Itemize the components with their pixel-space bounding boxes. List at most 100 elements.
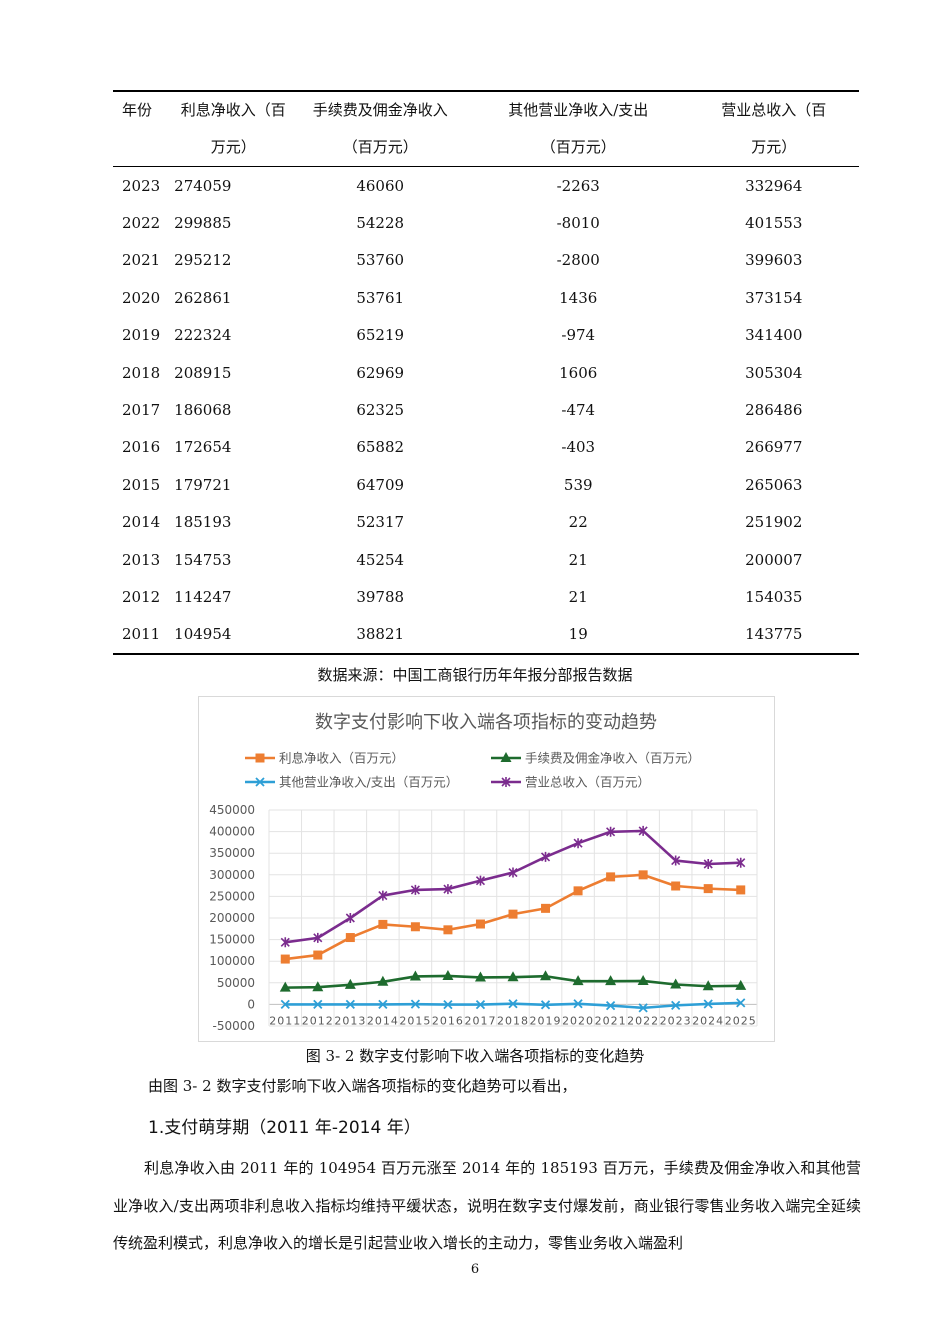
table-cell-other: -474 [561, 401, 596, 420]
table-cell-total: 373154 [745, 288, 803, 307]
data-point [637, 974, 649, 985]
x-tick-label: 2013 [334, 1014, 366, 1027]
table-row: 2015 179721 64709 539 265063 [113, 466, 859, 503]
table-cell-interest: 172654 [174, 438, 232, 457]
table-cell-total: 251902 [745, 513, 803, 532]
x-tick-label: 2016 [432, 1014, 464, 1027]
data-point [313, 950, 323, 960]
section-heading: 1.支付萌芽期（2011 年-2014 年） [148, 1118, 421, 1138]
table-row: 2016 172654 65882 -403 266977 [113, 429, 859, 466]
table-cell-fee: 62325 [356, 401, 405, 420]
header-other: 其他营业净收入/支出 （百万元） [508, 101, 649, 156]
table-cell-year: 2014 [122, 513, 161, 532]
data-point [378, 999, 388, 1010]
x-tick-label: 2012 [302, 1014, 334, 1027]
data-point [702, 980, 714, 991]
x-tick-label: 2018 [497, 1014, 529, 1027]
data-point [255, 777, 265, 787]
series-2 [280, 998, 746, 1013]
y-tick-label: 150000 [209, 933, 255, 947]
x-tick-label: 2024 [692, 1014, 724, 1027]
table-cell-total: 200007 [745, 550, 803, 569]
table-cell-fee: 64709 [356, 475, 405, 494]
data-point [474, 971, 486, 982]
y-tick-label: 100000 [209, 954, 255, 968]
table-cell-interest: 262861 [174, 288, 232, 307]
table-cell-year: 2018 [122, 363, 161, 382]
data-point [313, 999, 323, 1010]
table-cell-year: 2017 [122, 401, 161, 420]
table-row: 2023 274059 46060 -2263 332964 [113, 167, 859, 205]
table-cell-other: 539 [563, 475, 593, 494]
y-tick-label: -50000 [212, 1019, 255, 1033]
data-point [638, 825, 648, 836]
table-cell-fee: 46060 [356, 176, 405, 195]
table-cell-other: 21 [568, 550, 588, 569]
data-point [735, 979, 747, 990]
series-3 [280, 825, 746, 948]
legend-label: 手续费及佣金净收入（百万元） [525, 751, 700, 766]
data-point [573, 838, 583, 849]
table-cell-year: 2013 [122, 550, 161, 569]
series-0 [280, 870, 746, 964]
y-tick-label: 350000 [209, 846, 255, 860]
table-cell-total: 399603 [745, 251, 803, 270]
data-point [671, 881, 681, 891]
table-row: 2017 186068 62325 -474 286486 [113, 391, 859, 428]
table-header-row: 年份 利息净收入（百 万元） 手续费及佣金净收入 （百万元） 其他营业净收入/支出（… [113, 91, 859, 167]
data-point [605, 975, 617, 986]
data-point [606, 872, 616, 882]
legend-label: 其他营业净收入/支出（百万元） [279, 775, 458, 790]
data-point [475, 875, 486, 886]
data-point [280, 954, 290, 964]
data-point [409, 970, 421, 981]
table-cell-interest: 295212 [174, 251, 232, 270]
series-1 [279, 969, 747, 992]
table-cell-total: 266977 [745, 438, 803, 457]
legend-label: 营业总收入（百万元） [525, 775, 650, 790]
x-tick-label: 2014 [367, 1014, 399, 1027]
data-point [280, 937, 290, 948]
data-point [540, 1000, 551, 1010]
x-axis: 2011 2012 2013 2014 2015 2016 2017 2018 2019 2020… [269, 1014, 755, 1027]
legend-label: 利息净收入（百万元） [279, 751, 404, 766]
table-cell-interest: 185193 [174, 513, 232, 532]
data-point [443, 884, 453, 895]
data-point [255, 753, 265, 763]
data-point [344, 978, 356, 989]
data-point [443, 999, 453, 1010]
legend-item: 手续费及佣金净收入（百万元） [491, 751, 700, 766]
table-cell-other: -2263 [556, 176, 600, 195]
legend-item: 利息净收入（百万元） [245, 751, 404, 766]
data-point [507, 971, 519, 982]
y-tick-label: 300000 [209, 868, 255, 882]
table-cell-other: -974 [561, 326, 596, 345]
legend-item: 其他营业净收入/支出（百万元） [245, 775, 458, 790]
x-tick-label: 2021 [595, 1014, 627, 1027]
data-point [345, 933, 355, 943]
table-row: 2018 208915 62969 1606 305304 [113, 354, 859, 391]
table-cell-interest: 274059 [174, 176, 232, 195]
data-point [475, 999, 486, 1010]
data-point [345, 912, 355, 923]
data-point [736, 998, 746, 1008]
data-point [443, 925, 453, 935]
data-point [638, 1003, 648, 1013]
table-cell-fee: 38821 [356, 625, 405, 644]
data-point [313, 932, 323, 943]
data-point [638, 870, 648, 880]
income-table: 年份 利息净收入（百 万元） 手续费及佣金净收入 （百万元） 其他营业净收入/支出（… [113, 90, 859, 655]
table-cell-year: 2011 [122, 625, 161, 644]
table-cell-fee: 39788 [356, 587, 405, 606]
table-row: 2020 262861 53761 1436 373154 [113, 279, 859, 316]
intro-paragraph: 由图 3- 2 数字支付影响下收入端各项指标的变化趋势可以看出， [148, 1077, 577, 1095]
data-point [410, 922, 420, 932]
table-cell-interest: 186068 [174, 401, 232, 420]
table-cell-fee: 53761 [356, 288, 405, 307]
table-cell-interest: 299885 [174, 214, 232, 233]
plot-area [279, 825, 747, 1013]
table-cell-other: 21 [568, 587, 588, 606]
table-cell-year: 2020 [122, 288, 161, 307]
table-cell-other: 1436 [559, 288, 598, 307]
data-point [573, 999, 583, 1009]
